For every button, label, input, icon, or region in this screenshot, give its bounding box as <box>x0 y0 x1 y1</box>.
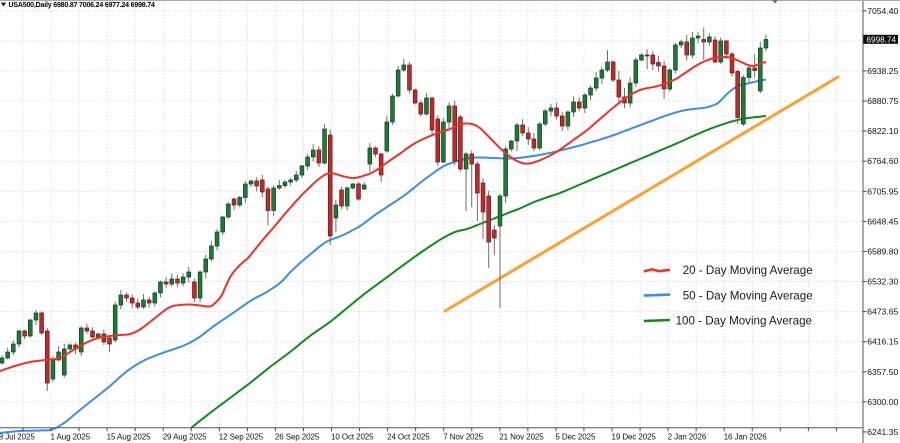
svg-text:26 Sep 2025: 26 Sep 2025 <box>275 432 320 441</box>
svg-text:6998.74: 6998.74 <box>867 35 897 44</box>
svg-text:18 Jul 2025: 18 Jul 2025 <box>0 432 35 441</box>
svg-text:5 Dec 2025: 5 Dec 2025 <box>555 432 596 441</box>
svg-text:100 - Day Moving Average: 100 - Day Moving Average <box>676 315 812 328</box>
svg-text:24 Oct 2025: 24 Oct 2025 <box>387 432 430 441</box>
svg-text:7054.40: 7054.40 <box>867 6 898 16</box>
svg-text:USA500,Daily 6980.87 7006.24: USA500,Daily 6980.87 7006.24 6977.24 699… <box>9 2 155 9</box>
svg-text:6764.60: 6764.60 <box>867 156 898 166</box>
svg-text:21 Nov 2025: 21 Nov 2025 <box>499 432 544 441</box>
svg-text:7 Nov 2025: 7 Nov 2025 <box>443 432 484 441</box>
svg-text:6357.50: 6357.50 <box>867 367 898 377</box>
svg-text:1 Aug 2025: 1 Aug 2025 <box>51 432 91 441</box>
svg-text:12 Sep 2025: 12 Sep 2025 <box>219 432 264 441</box>
svg-text:6589.80: 6589.80 <box>867 246 898 256</box>
svg-text:15 Aug 2025: 15 Aug 2025 <box>107 432 151 441</box>
svg-text:6241.35: 6241.35 <box>867 427 898 437</box>
svg-text:19 Dec 2025: 19 Dec 2025 <box>612 432 657 441</box>
svg-text:20 - Day Moving Average: 20 - Day Moving Average <box>683 264 813 277</box>
svg-text:6532.30: 6532.30 <box>867 277 898 287</box>
svg-text:10 Oct 2025: 10 Oct 2025 <box>331 432 374 441</box>
svg-text:6880.75: 6880.75 <box>867 96 898 106</box>
svg-text:16 Jan 2026: 16 Jan 2026 <box>724 432 768 441</box>
svg-text:6705.95: 6705.95 <box>867 186 898 196</box>
svg-text:6473.65: 6473.65 <box>867 307 898 317</box>
svg-text:29 Aug 2025: 29 Aug 2025 <box>163 432 207 441</box>
svg-text:6300.00: 6300.00 <box>867 397 898 407</box>
svg-text:6648.45: 6648.45 <box>867 216 898 226</box>
svg-text:6416.15: 6416.15 <box>867 337 898 347</box>
svg-text:50 - Day Moving Average: 50 - Day Moving Average <box>683 289 813 302</box>
svg-text:6938.25: 6938.25 <box>867 66 898 76</box>
svg-text:6822.10: 6822.10 <box>867 126 898 136</box>
svg-text:2 Jan 2026: 2 Jan 2026 <box>668 432 707 441</box>
